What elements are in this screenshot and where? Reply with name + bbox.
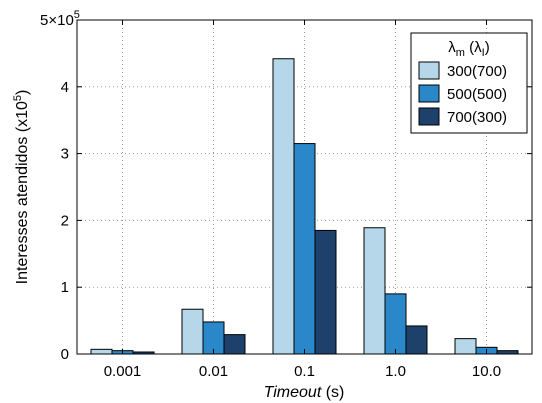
x-tick-label: 10.0 [472, 363, 501, 380]
legend: λm (λI) 300(700) 500(500) 700(300) [410, 32, 528, 134]
legend-title: λm (λI) [448, 39, 489, 59]
bar-1-0.1 [272, 58, 295, 355]
x-axis-ticks: 0.001 0.01 0.1 1.0 10.0 [104, 20, 501, 380]
bar-2-1.0 [384, 293, 407, 355]
legend-swatch-1 [418, 61, 440, 80]
y-tick-label: 1 [61, 279, 69, 296]
y-axis-top-label: 5×105 [40, 9, 80, 29]
x-tick-label: 0.1 [294, 363, 315, 380]
legend-swatch-2 [418, 84, 440, 103]
legend-items: 300(700) 500(500) 700(300) [418, 61, 507, 126]
x-axis-label: Timeout (s) [264, 384, 345, 401]
bar-1-1.0 [363, 227, 386, 355]
y-tick-label: 0 [61, 346, 69, 363]
x-tick-label: 0.001 [104, 363, 142, 380]
bar-1-0.01 [181, 308, 204, 355]
legend-label-1: 300(700) [447, 63, 507, 80]
bar-3-0.1 [314, 229, 337, 355]
x-tick-label: 0.01 [199, 363, 228, 380]
y-axis-label: Interesses atendidos (x105) [12, 90, 31, 285]
y-axis-ticks: 0 1 2 3 4 [61, 79, 532, 363]
legend-label-2: 500(500) [447, 86, 507, 103]
bar-1-10.0 [454, 338, 477, 355]
bar-3-10.0 [496, 350, 519, 355]
bar-2-0.1 [293, 143, 316, 355]
x-tick-label: 1.0 [385, 363, 406, 380]
bar-3-0.01 [223, 334, 246, 355]
legend-label-3: 700(300) [447, 109, 507, 126]
y-tick-label: 4 [61, 79, 69, 96]
bar-3-1.0 [405, 325, 428, 355]
legend-swatch-3 [418, 107, 440, 126]
y-tick-label: 2 [61, 212, 69, 229]
y-tick-label: 3 [61, 146, 69, 163]
bar-1-0.001 [90, 348, 113, 355]
